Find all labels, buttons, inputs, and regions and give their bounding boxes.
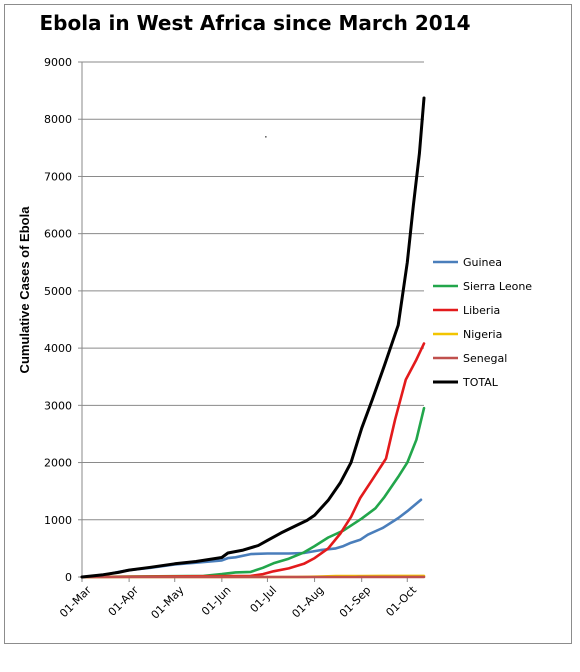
legend-label-nigeria: Nigeria [463, 328, 502, 341]
x-tick-label: 01-Aug [289, 584, 326, 621]
x-tick-label: 01-Oct [383, 583, 419, 619]
y-tick-label: 2000 [44, 457, 72, 470]
series-lines [80, 96, 426, 579]
axes [81, 62, 424, 582]
chart-frame [4, 4, 572, 644]
y-tick-label: 3000 [44, 399, 72, 412]
y-tick-label: 9000 [44, 56, 72, 69]
y-tick-label: 1000 [44, 514, 72, 527]
x-tick-label: 01-Mar [57, 583, 94, 620]
series-line-total [80, 96, 426, 579]
legend-label-sierra-leone: Sierra Leone [463, 280, 532, 293]
annotations: · [264, 130, 268, 143]
x-tick-labels: 01-Mar 01-Apr 01-May 01-Jun 01-Jul 01-Aug 01-S… [57, 583, 419, 621]
series-line-liberia [80, 342, 426, 579]
x-tick-label: 01-Sep [337, 584, 374, 621]
x-tick-label: 01-May [149, 583, 187, 621]
legend: Guinea Sierra Leone Liberia Nigeria Senegal T… [433, 256, 532, 389]
x-tick-label: 01-Jul [247, 584, 279, 616]
y-tick-label: 4000 [44, 342, 72, 355]
series-line-sierra-leone [80, 406, 426, 579]
legend-label-senegal: Senegal [463, 352, 507, 365]
legend-label-guinea: Guinea [463, 256, 502, 269]
x-tick-label: 01-Jun [199, 584, 234, 619]
legend-label-liberia: Liberia [463, 304, 500, 317]
y-tick-labels: 0 1000 2000 3000 4000 5000 6000 7000 8000 9000 [44, 56, 72, 584]
legend-label-total: TOTAL [462, 376, 499, 389]
y-tick-label: 0 [65, 571, 72, 584]
y-tick-label: 5000 [44, 285, 72, 298]
x-tick-label: 01-Apr [106, 583, 142, 619]
annotation: · [264, 130, 268, 143]
gridlines [78, 61, 424, 578]
y-tick-label: 6000 [44, 228, 72, 241]
y-tick-label: 7000 [44, 170, 72, 183]
chart-title: Ebola in West Africa since March 2014 [39, 11, 470, 35]
y-tick-label: 8000 [44, 113, 72, 126]
y-axis-label: Cumulative Cases of Ebola [17, 206, 32, 374]
